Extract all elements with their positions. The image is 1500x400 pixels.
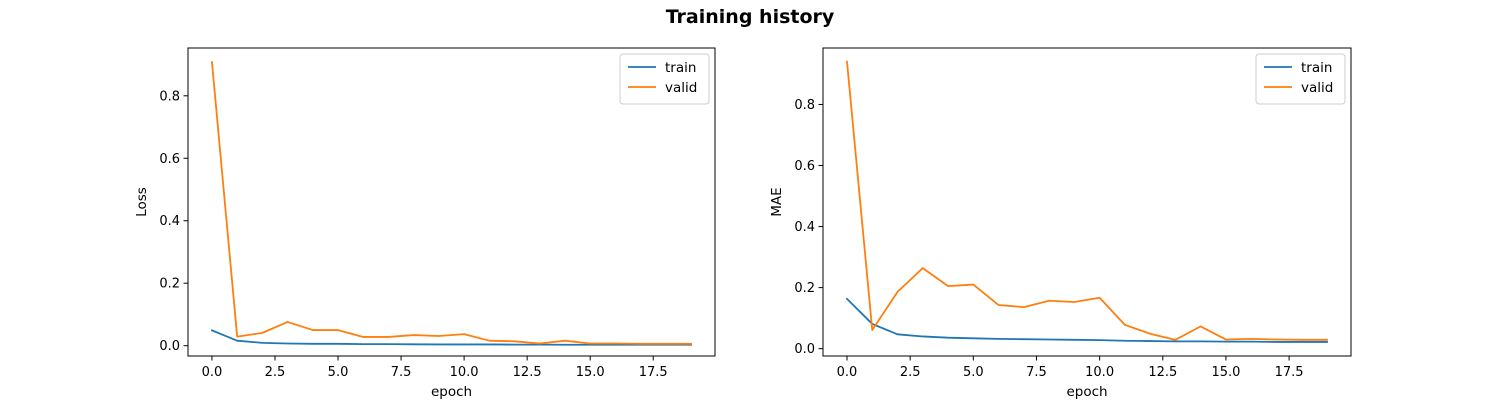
mae-y-tick-label: 0.6 [794,159,815,174]
loss-x-tick-label: 15.0 [576,365,605,380]
loss-y-tick-label: 0.2 [159,277,180,292]
mae-x-tick-label: 12.5 [1148,365,1177,380]
mae-series-valid-line [846,60,1328,341]
figure-title: Training history [666,6,835,28]
mae-x-tick-label: 2.5 [900,365,921,380]
mae-y-tick-label: 0.8 [794,98,815,113]
loss-x-tick-label: 17.5 [639,365,668,380]
mae-y-axis-label: MAE [769,187,785,216]
loss-y-tick-label: 0.0 [159,339,180,354]
mae-x-tick-label: 17.5 [1275,365,1304,380]
mae-series-train-line [845,297,1328,343]
loss-x-tick-label: 0.0 [202,365,223,380]
loss-subplot: 0.0 2.5 5.0 7.5 10.0 12.5 15.0 17.5 0.0 0.2 0.4 0.6… [134,47,716,400]
mae-x-tick-label: 10.0 [1085,365,1114,380]
loss-y-tick-label: 0.8 [159,89,180,104]
mae-y-tick-label: 0.4 [794,220,815,235]
mae-x-axis-label: epoch [1066,384,1107,400]
loss-x-tick-label: 7.5 [391,365,412,380]
mae-legend-label-valid: valid [1301,80,1333,96]
loss-axes-frame [187,47,716,357]
loss-legend-label-valid: valid [665,80,697,96]
loss-x-tick-label: 12.5 [513,365,542,380]
loss-legend-label-train: train [665,60,696,76]
mae-y-tick-label: 0.0 [794,342,815,357]
loss-x-tick-label: 10.0 [450,365,479,380]
mae-y-tick-label: 0.2 [794,281,815,296]
mae-subplot: 0.0 2.5 5.0 7.5 10.0 12.5 15.0 17.5 0.0 0.2 0.4 0.6… [769,47,1352,400]
loss-y-tick-label: 0.4 [159,214,180,229]
mae-x-tick-label: 0.0 [837,365,858,380]
loss-y-tick-label: 0.6 [159,152,180,167]
loss-series-valid-line [210,61,692,345]
mae-legend: train valid [1255,53,1346,105]
mae-x-tick-label: 5.0 [963,365,984,380]
loss-x-axis-label: epoch [431,384,472,400]
loss-series-train-line [210,329,692,346]
mae-axes-frame [822,47,1352,357]
mae-legend-label-train: train [1301,60,1332,76]
loss-x-tick-label: 2.5 [265,365,286,380]
loss-x-tick-label: 5.0 [328,365,349,380]
loss-legend: train valid [619,53,710,105]
mae-x-tick-label: 7.5 [1026,365,1047,380]
loss-y-axis-label: Loss [134,187,150,217]
mae-x-tick-label: 15.0 [1211,365,1240,380]
